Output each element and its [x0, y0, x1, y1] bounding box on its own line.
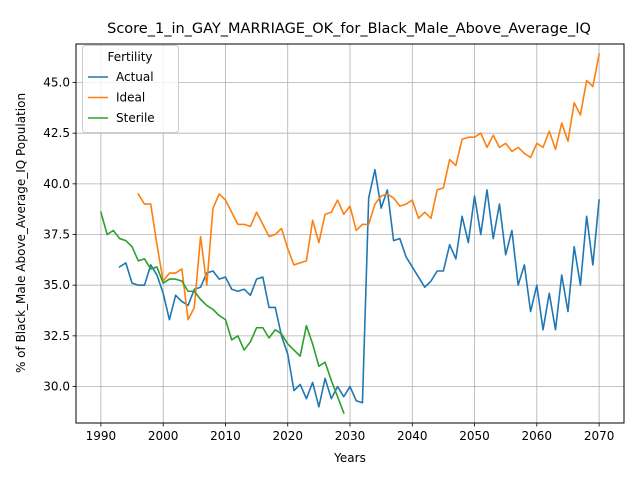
- x-axis-ticks: 1990 2000 2010 2020 2030 2040 2050 2060 2070: [86, 423, 615, 443]
- plot-area: 1990 2000 2010 2020 2030 2040 2050 2060 2070 30.…: [43, 43, 625, 443]
- y-tick-label: 32.5: [43, 329, 70, 343]
- y-tick-label: 37.5: [43, 228, 70, 242]
- legend-label-actual: Actual: [116, 70, 154, 84]
- legend-items: Actual Ideal Sterile: [88, 70, 155, 125]
- x-tick-label: 2040: [397, 429, 428, 443]
- y-tick-label: 35.0: [43, 278, 70, 292]
- series-line-ideal: [137, 53, 601, 321]
- legend-box: [82, 45, 179, 133]
- series-line-actual: [118, 168, 600, 408]
- legend: Fertility Actual Ideal Sterile: [82, 45, 179, 133]
- series-line-sterile: [99, 211, 345, 414]
- x-tick-label: 2000: [148, 429, 179, 443]
- x-tick-label: 1990: [86, 429, 117, 443]
- x-tick-label: 2010: [210, 429, 241, 443]
- legend-title: Fertility: [107, 50, 152, 64]
- y-tick-label: 45.0: [43, 76, 70, 90]
- chart-title: Score_1_in_GAY_MARRIAGE_OK_for_Black_Mal…: [107, 21, 591, 37]
- x-tick-label: 2030: [335, 429, 366, 443]
- legend-label-ideal: Ideal: [116, 91, 145, 105]
- y-tick-label: 42.5: [43, 126, 70, 140]
- y-tick-label: 40.0: [43, 177, 70, 191]
- x-axis-label: Years: [333, 451, 366, 465]
- x-tick-label: 2060: [522, 429, 553, 443]
- y-axis-ticks: 30.0 32.5 35.0 37.5 40.0 42.5 45.0: [43, 76, 76, 394]
- x-tick-label: 2050: [459, 429, 490, 443]
- y-axis-label: % of Black_Male Above_Average_IQ Populat…: [14, 93, 28, 373]
- series-lines: [99, 53, 601, 414]
- x-tick-label: 2070: [584, 429, 615, 443]
- y-tick-label: 30.0: [43, 380, 70, 394]
- x-tick-label: 2020: [272, 429, 303, 443]
- legend-label-sterile: Sterile: [116, 111, 155, 125]
